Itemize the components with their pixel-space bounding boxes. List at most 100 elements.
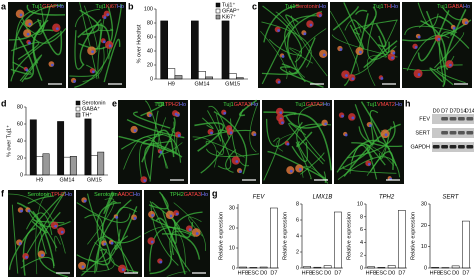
cell-body xyxy=(57,227,66,236)
panel-letter: c xyxy=(252,1,257,11)
x-tick-label: D0 xyxy=(452,270,459,276)
y-tick-label: 2 xyxy=(360,253,363,259)
neurite xyxy=(11,204,19,274)
nucleus xyxy=(239,170,242,174)
label-part: Ho xyxy=(117,4,124,10)
label-part: Tuj1 xyxy=(95,4,106,10)
micrograph: Tuj1GABAHo xyxy=(402,2,472,88)
neurite xyxy=(8,193,66,254)
nucleus xyxy=(25,255,29,259)
neurite xyxy=(140,101,165,117)
cell-body xyxy=(87,46,96,56)
neurite xyxy=(417,2,439,28)
neurite xyxy=(353,19,388,58)
neurite xyxy=(261,30,291,85)
label-part: Tuj1 xyxy=(295,102,306,108)
neurite xyxy=(26,212,53,236)
neurite xyxy=(54,235,61,252)
neurite xyxy=(291,141,309,163)
neurite xyxy=(74,30,84,70)
neurite xyxy=(369,110,380,142)
cell-body xyxy=(130,125,138,134)
nucleus xyxy=(414,45,418,49)
neurite xyxy=(12,4,63,74)
nucleus xyxy=(437,37,441,41)
panel-letter: e xyxy=(112,98,117,108)
nucleus xyxy=(289,169,293,173)
neurite xyxy=(20,8,44,35)
micrograph: Tuj1TPH2Ho xyxy=(118,100,188,184)
nucleus xyxy=(345,74,348,77)
nucleus xyxy=(110,241,114,245)
nucleus xyxy=(159,150,163,154)
cell-body xyxy=(274,26,281,33)
micrograph: Tuj1THHo xyxy=(329,2,400,88)
neurite xyxy=(11,41,40,60)
nucleus xyxy=(195,232,199,235)
neurite xyxy=(288,122,324,165)
x-tick-label: D7 xyxy=(462,270,469,276)
label-part: Serotonin xyxy=(295,4,319,10)
bar xyxy=(36,156,44,176)
neurite xyxy=(434,31,465,69)
nucleus xyxy=(359,50,362,54)
y-tick-label: 80 xyxy=(147,20,153,26)
micrograph-label: Tuj1VMAT2Ho xyxy=(367,102,402,108)
nucleus xyxy=(177,134,181,137)
bar xyxy=(270,207,278,269)
x-tick-label: ESC xyxy=(440,270,451,276)
neurite xyxy=(31,210,48,234)
neurite xyxy=(215,114,224,156)
neurite xyxy=(81,248,108,276)
bar xyxy=(198,71,206,80)
y-tick-label: 0 xyxy=(424,265,427,271)
cell-body xyxy=(461,18,469,26)
nucleus xyxy=(143,179,147,182)
blot-band xyxy=(449,145,457,149)
neurite xyxy=(438,31,470,85)
neurite xyxy=(323,171,327,184)
neurite xyxy=(22,227,36,276)
label-part: GABA xyxy=(448,4,464,10)
neurite xyxy=(213,110,248,175)
nucleus xyxy=(223,111,227,115)
neurite xyxy=(161,233,201,260)
y-axis-label: Relative expression xyxy=(410,212,416,260)
cell-body xyxy=(321,119,328,127)
neurite xyxy=(103,191,115,215)
neurite xyxy=(263,111,297,115)
y-axis-label: Relative expression xyxy=(346,212,352,260)
nucleus xyxy=(253,133,257,137)
x-tick-label: ESC xyxy=(312,270,323,276)
neurite xyxy=(344,19,362,33)
y-tick-label: 20 xyxy=(147,62,153,68)
label-part: Tuj1 xyxy=(223,102,234,108)
bar xyxy=(323,265,332,269)
neurite xyxy=(148,191,169,210)
neurite xyxy=(84,214,104,247)
bar xyxy=(97,151,105,176)
neurite xyxy=(144,100,167,169)
neurite xyxy=(16,202,55,267)
cell-body xyxy=(131,214,137,221)
nucleus xyxy=(106,13,110,17)
cell-body xyxy=(16,239,23,246)
legend-label: Tuj1⁺ xyxy=(222,1,235,8)
micrograph: TPH2GATA3Ho xyxy=(144,190,210,277)
neurite xyxy=(82,242,115,272)
legend-swatch xyxy=(215,8,221,14)
neurite xyxy=(166,271,188,277)
legend-swatch xyxy=(75,112,81,118)
nucleus xyxy=(50,63,54,67)
chart-title: TPH2 xyxy=(379,195,395,201)
neurite xyxy=(110,235,139,273)
chart-title: FEV xyxy=(253,195,266,201)
neurite xyxy=(26,4,66,16)
micrograph: SerotoninAADCHo xyxy=(76,190,142,277)
neurite xyxy=(97,15,106,79)
neurite xyxy=(367,15,397,61)
nucleus xyxy=(83,199,87,203)
neurite xyxy=(262,5,303,63)
label-part: GFAP xyxy=(42,4,57,10)
label-part: Ho xyxy=(65,192,72,198)
